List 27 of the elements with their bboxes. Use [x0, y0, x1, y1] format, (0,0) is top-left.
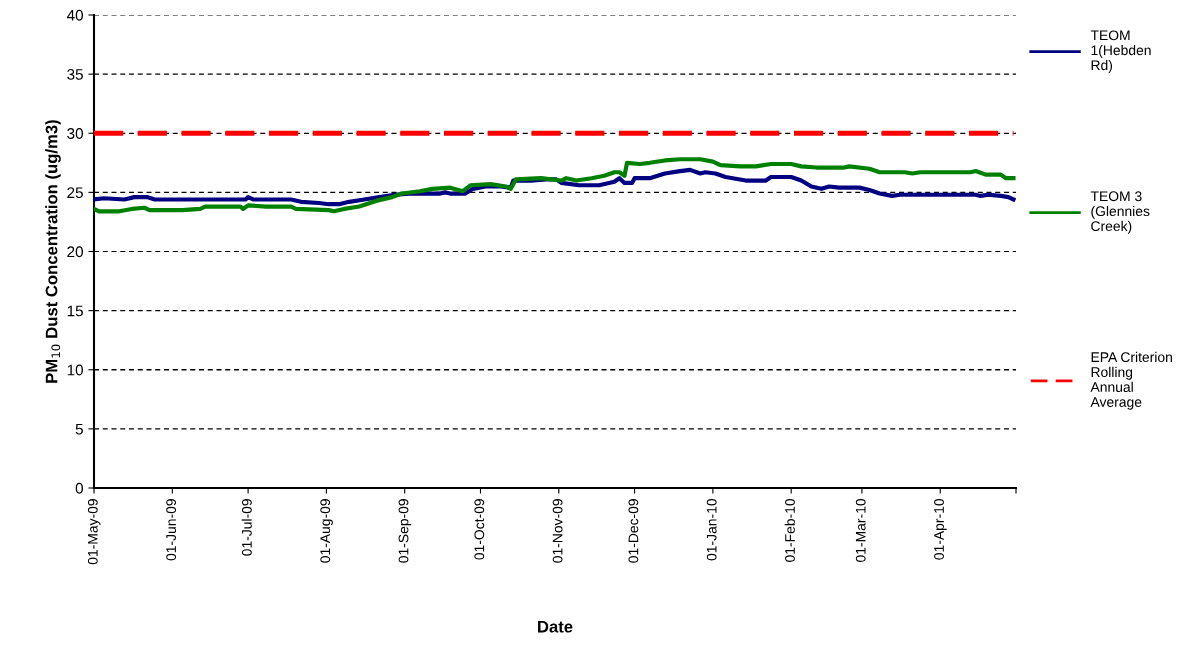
- y-tick-label: 25: [67, 187, 83, 199]
- y-tick-label: 20: [67, 246, 83, 258]
- x-tick-label: 01-Sep-09: [398, 499, 412, 563]
- line-series: [94, 157, 1016, 214]
- x-tick-label: 01-Oct-09: [474, 499, 485, 560]
- legend-label: TEOM 1(Hebden Rd): [1090, 30, 1151, 73]
- legend-label: TEOM 3 (Glennies Creek): [1090, 191, 1150, 234]
- y-tick-label: 0: [75, 482, 83, 494]
- x-tick-label: 01-Jul-09: [241, 499, 252, 556]
- x-tick-label: 01-May-09: [87, 499, 101, 565]
- x-axis-title: Date: [538, 620, 573, 633]
- x-tick-label: 01-Mar-10: [855, 498, 866, 562]
- y-tick-label: 35: [67, 68, 83, 80]
- x-tick-label: 01-Nov-09: [552, 499, 563, 563]
- y-tick-label: 30: [67, 128, 83, 139]
- x-tick-label: 01-Jun-09: [166, 499, 177, 561]
- x-tick-label: 01-Feb-10: [784, 498, 795, 562]
- x-tick-label: 01-Aug-09: [320, 499, 333, 563]
- y-tick-label: 40: [66, 9, 83, 21]
- y-tick-label: 10: [67, 364, 83, 376]
- x-tick-label: 01-Apr-10: [934, 498, 947, 560]
- x-tick-label: 01-Dec-09: [628, 499, 639, 563]
- y-tick-label: 5: [75, 423, 83, 435]
- y-axis-title: PM$_{10}$ Dust Concentration (ug/m3): [45, 120, 61, 383]
- y-tick-label: 15: [67, 305, 83, 317]
- legend-label: EPA Criterion Rolling Annual Average: [1090, 351, 1172, 410]
- x-tick-label: 01-Jan-10: [706, 498, 717, 561]
